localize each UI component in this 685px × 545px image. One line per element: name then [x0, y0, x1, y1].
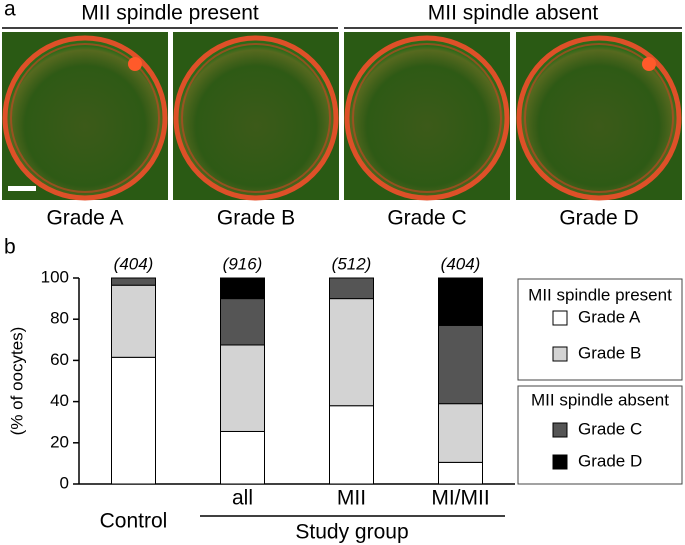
n-label: (512)	[332, 254, 372, 273]
zona	[181, 43, 331, 193]
bar-segment	[329, 298, 374, 407]
legend-label: Grade C	[578, 419, 642, 438]
bar-segment	[220, 430, 265, 485]
bar-segment	[220, 344, 265, 432]
legend-swatch	[552, 454, 568, 470]
group-title: MII spindle absent	[428, 2, 599, 25]
y-tick-label: 20	[50, 432, 69, 451]
n-label: (916)	[223, 254, 263, 273]
y-tick-label: 100	[41, 267, 69, 286]
bar-segment	[438, 324, 483, 405]
legend-title: MII spindle absent	[531, 390, 669, 409]
x-tick-label: all	[232, 487, 253, 510]
legend-label: Grade A	[578, 307, 641, 326]
bar-segment	[111, 356, 156, 485]
y-tick-label: 40	[50, 391, 69, 410]
polar-body	[642, 57, 656, 71]
bar-segment	[220, 298, 265, 346]
oocyte	[173, 35, 339, 201]
zona	[352, 43, 502, 193]
group-title: MII spindle present	[81, 2, 259, 25]
y-tick-label: 0	[60, 473, 69, 492]
n-label: (404)	[114, 254, 154, 273]
bar-segment	[111, 284, 156, 358]
image-label: Grade B	[217, 207, 295, 230]
y-axis-label: (% of oocytes)	[7, 327, 26, 436]
y-tick-label: 60	[50, 350, 69, 369]
image-label: Grade C	[387, 207, 466, 230]
legend-label: Grade B	[578, 343, 641, 362]
legend-box	[517, 278, 683, 381]
zona	[524, 43, 674, 193]
legend-swatch	[552, 422, 568, 438]
y-tick-label: 80	[50, 309, 69, 328]
legend-swatch	[552, 346, 568, 362]
bar-segment	[438, 277, 483, 326]
oocyte	[516, 35, 682, 201]
legend-title: MII spindle present	[528, 285, 672, 304]
bar-segment	[438, 461, 483, 485]
x-tick-label: Control	[100, 510, 168, 533]
panel-label: a	[4, 0, 16, 21]
bar-segment	[220, 277, 265, 300]
scale-bar	[8, 186, 36, 191]
polar-body	[128, 57, 142, 71]
x-tick-label: MI/MII	[431, 487, 489, 510]
bar-segment	[329, 277, 374, 300]
oocyte	[2, 35, 168, 201]
panel-label: b	[4, 236, 16, 259]
bar-segment	[329, 405, 374, 485]
legend-box	[517, 385, 683, 485]
bar-segment	[438, 403, 483, 463]
n-label: (404)	[441, 254, 481, 273]
zona	[10, 43, 160, 193]
oocyte	[344, 35, 510, 201]
group-label: Study group	[295, 521, 408, 544]
image-label: Grade D	[559, 207, 638, 230]
bar-segment	[111, 277, 156, 286]
x-tick-label: MII	[337, 487, 366, 510]
legend-swatch	[552, 310, 568, 326]
micrographs	[2, 32, 682, 201]
image-label: Grade A	[46, 207, 123, 230]
legend-label: Grade D	[578, 451, 642, 470]
